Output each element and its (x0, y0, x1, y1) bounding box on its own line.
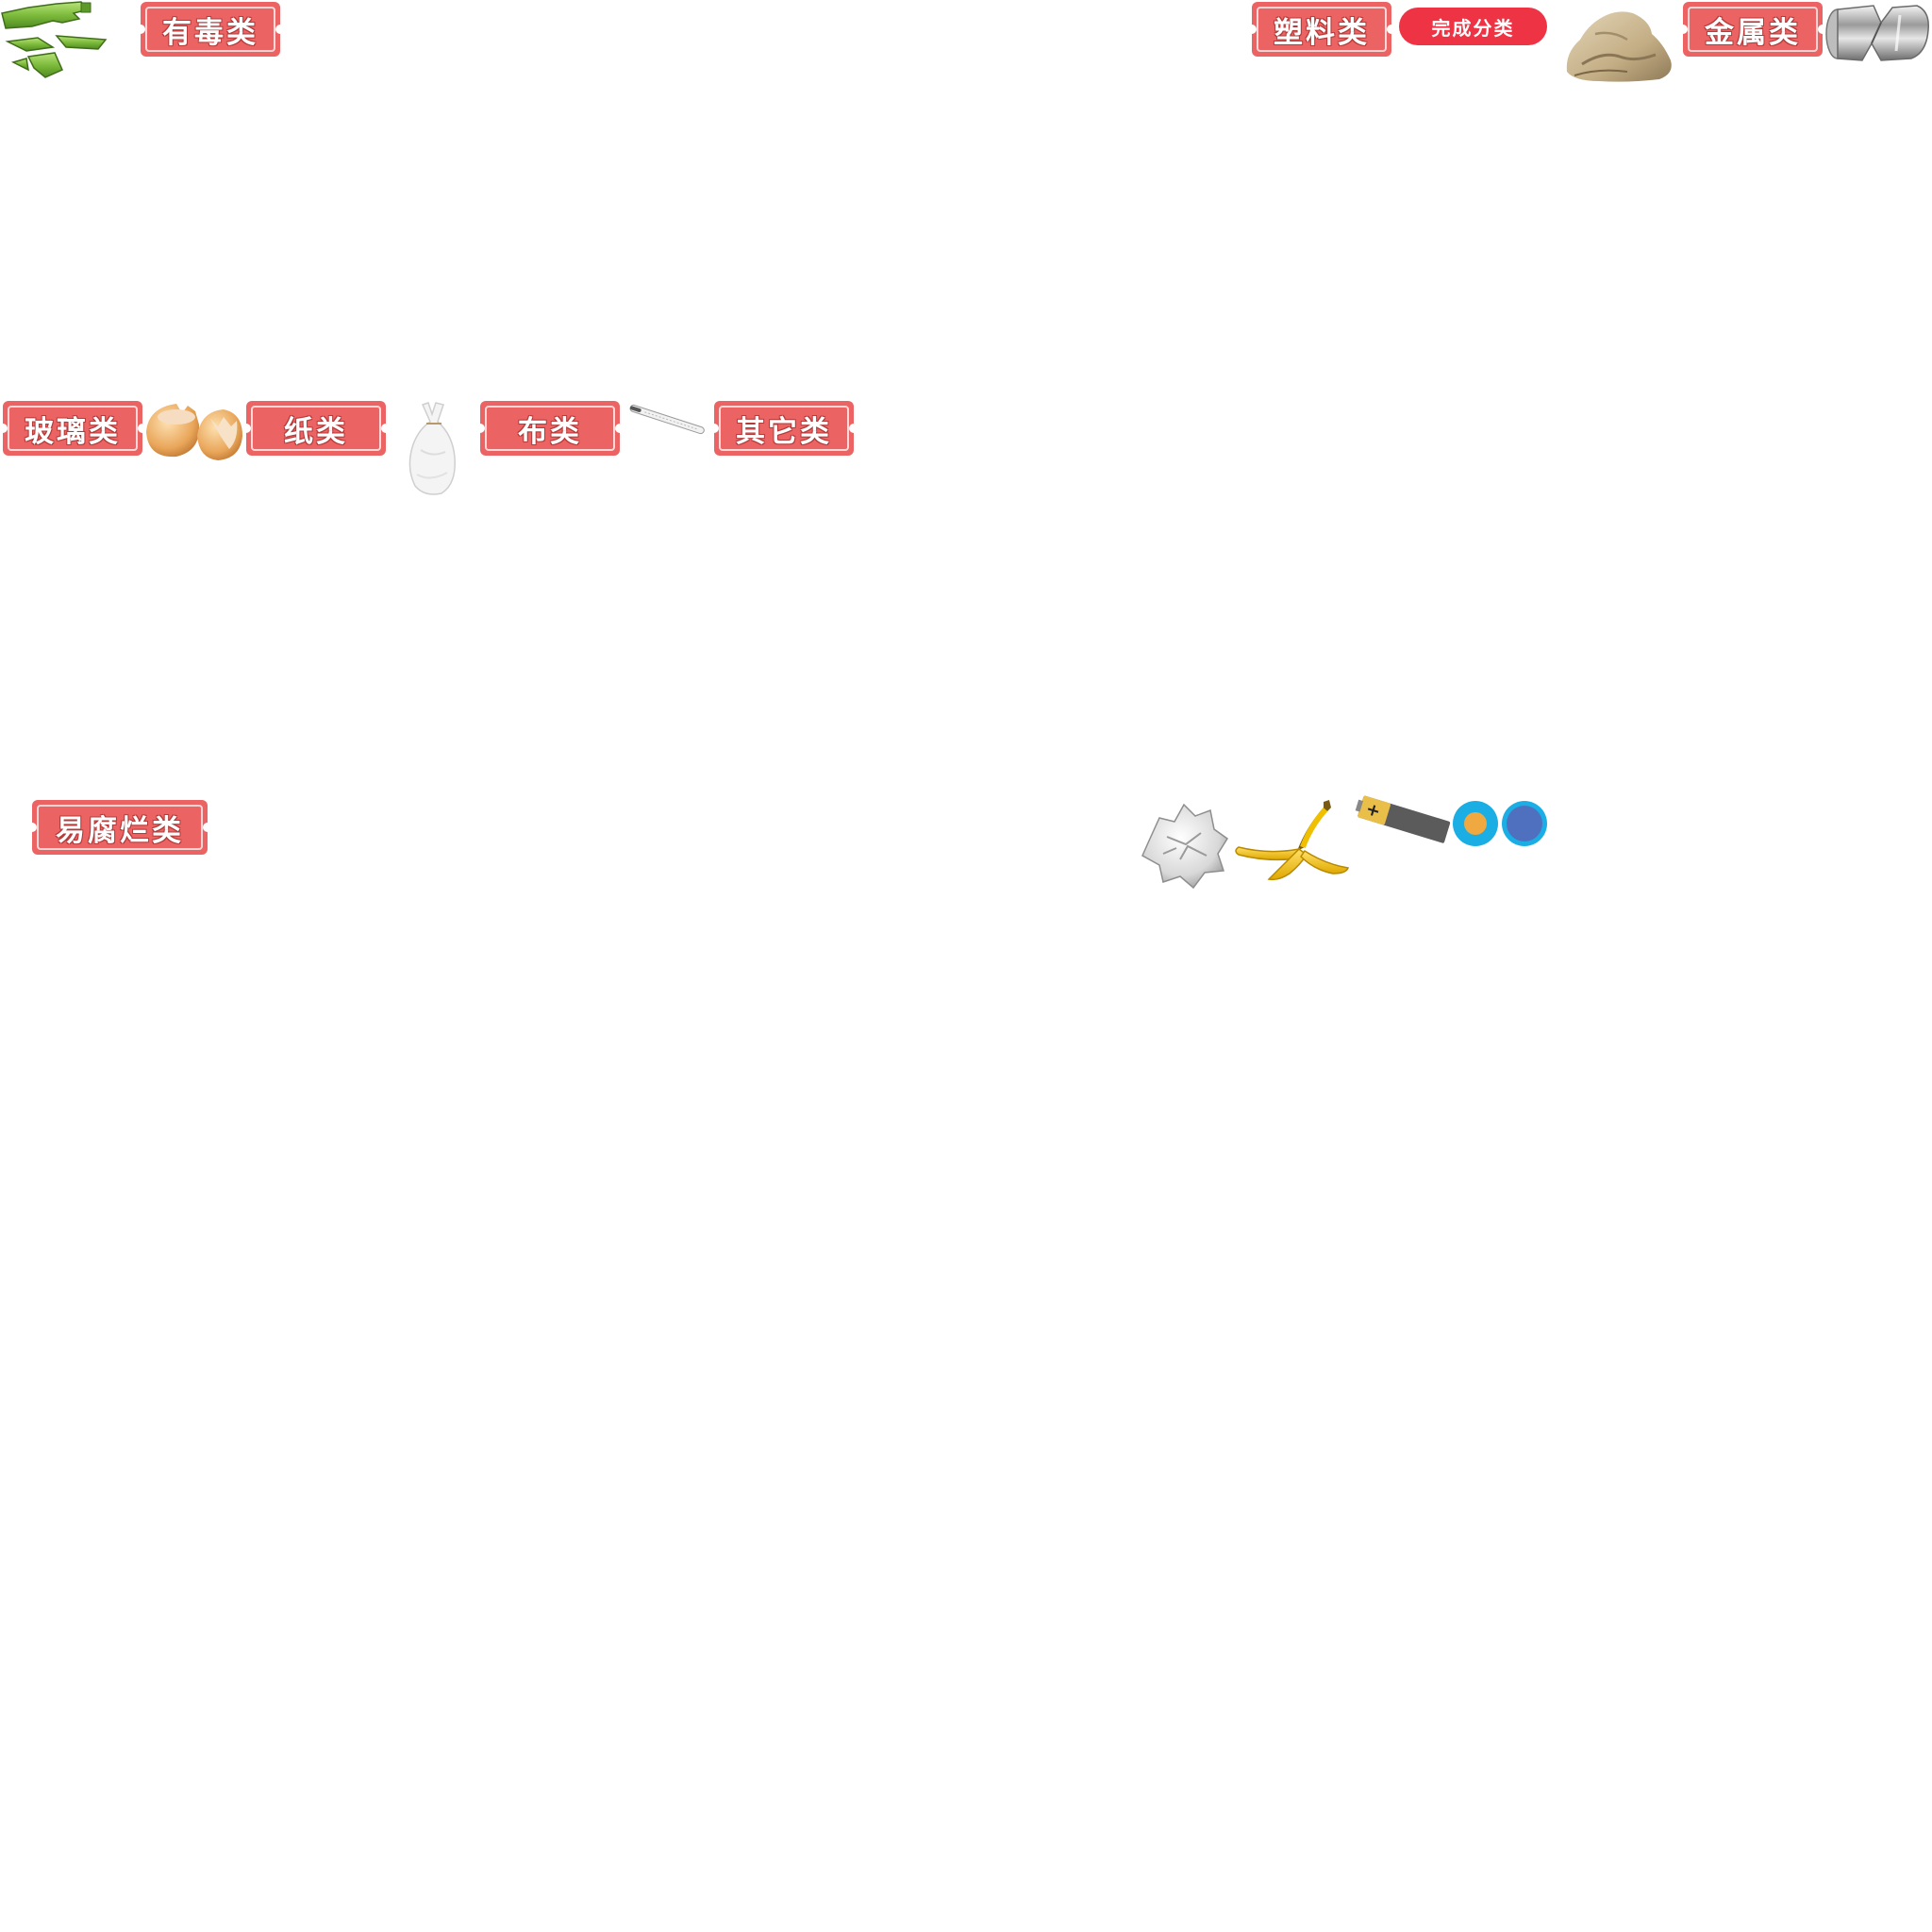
battery-plus-label: + (1363, 799, 1383, 822)
category-plastic-label: 塑料类 (1274, 15, 1370, 50)
crumpled-paper-icon[interactable] (1139, 799, 1229, 890)
category-paper[interactable]: 纸类 (242, 401, 391, 456)
banana-peel-icon[interactable] (1231, 798, 1350, 881)
finish-sorting-button[interactable]: 完成分类 (1399, 8, 1547, 45)
cloth-rag-icon[interactable] (1561, 6, 1676, 83)
plastic-bag-icon[interactable] (404, 401, 464, 499)
category-glass[interactable]: 玻璃类 (0, 401, 147, 456)
category-paper-label: 纸类 (284, 414, 348, 449)
crushed-can-icon[interactable] (1824, 2, 1932, 64)
category-perishable-label: 易腐烂类 (56, 813, 184, 848)
category-metal-label: 金属类 (1705, 15, 1801, 50)
category-other-label: 其它类 (736, 414, 832, 449)
category-cloth[interactable]: 布类 (475, 401, 625, 456)
category-glass-label: 玻璃类 (25, 414, 121, 449)
category-toxic[interactable]: 有毒类 (136, 2, 285, 57)
thermometer-icon[interactable] (625, 401, 709, 439)
category-other[interactable]: 其它类 (709, 401, 858, 456)
button-battery-icon[interactable] (1451, 798, 1551, 849)
category-toxic-label: 有毒类 (162, 15, 258, 50)
eggshell-icon[interactable] (144, 398, 244, 462)
broken-glass-bottle-icon[interactable] (0, 0, 111, 79)
battery-icon[interactable]: + (1353, 795, 1451, 843)
category-plastic[interactable]: 塑料类 (1247, 2, 1396, 57)
category-perishable[interactable]: 易腐烂类 (27, 800, 212, 855)
category-cloth-label: 布类 (518, 414, 582, 449)
category-metal[interactable]: 金属类 (1678, 2, 1827, 57)
